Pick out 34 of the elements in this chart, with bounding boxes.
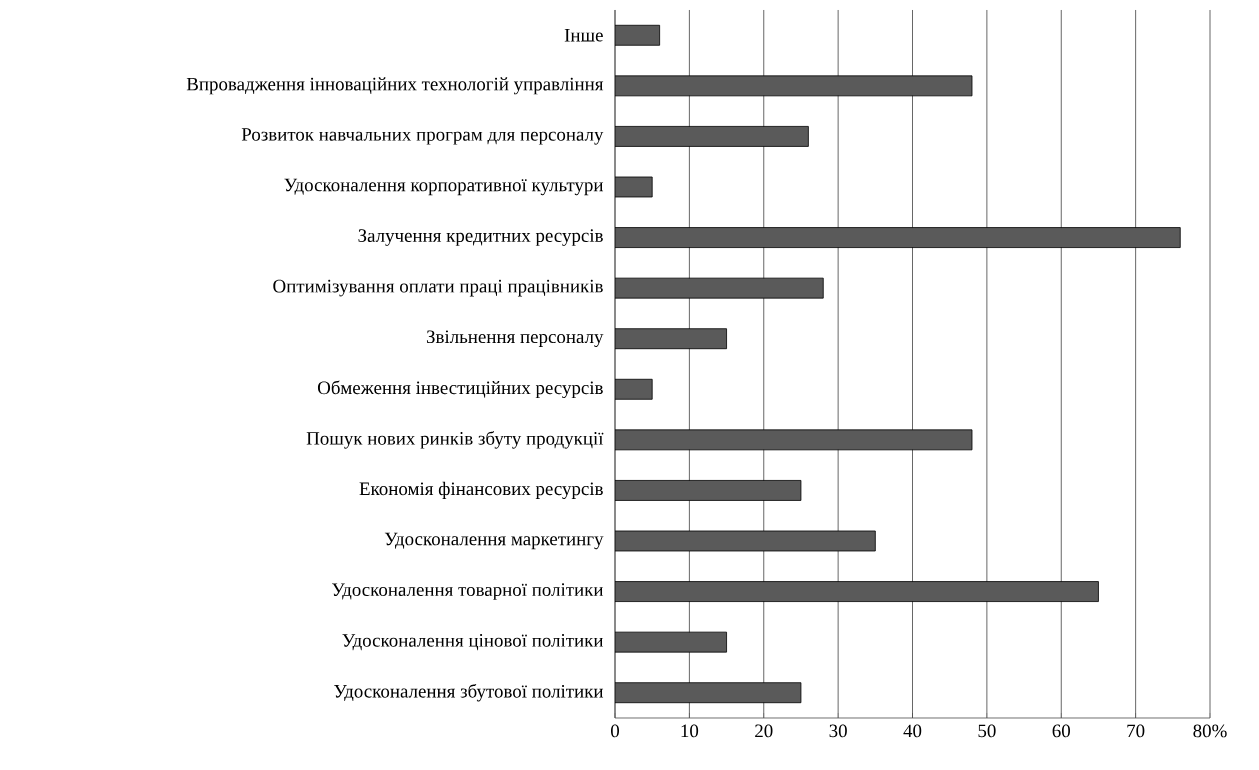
y-tick-label: Удосконалення збутової політики bbox=[334, 683, 604, 702]
bar bbox=[615, 75, 973, 97]
x-tick-label: 30 bbox=[829, 724, 847, 738]
y-tick-label: Удосконалення цінової політики bbox=[342, 634, 604, 651]
y-tick-label: Обмеження інвестиційних ресурсів bbox=[317, 380, 603, 399]
y-tick-label: Звільнення персоналу bbox=[426, 330, 604, 348]
bar bbox=[615, 480, 802, 501]
y-tick-label: Залучення кредитних ресурсів bbox=[358, 229, 603, 246]
y-tick-label: Удосконалення маркетингу bbox=[384, 532, 604, 550]
y-tick-label: Удосконалення товарної політики bbox=[332, 583, 604, 600]
bar bbox=[615, 126, 809, 147]
y-tick-label: Оптимізування оплати праці працівників bbox=[273, 279, 603, 297]
x-tick-label: 50 bbox=[978, 724, 996, 738]
bar bbox=[615, 530, 876, 552]
x-tick-label: 20 bbox=[755, 724, 773, 738]
y-tick-label: Розвиток навчальних програм для персоналу bbox=[241, 128, 604, 145]
bar bbox=[615, 682, 802, 704]
x-tick-label: 40 bbox=[903, 724, 922, 738]
bar bbox=[615, 24, 661, 46]
y-tick-label: Впровадження інноваційних технологій управління bbox=[186, 77, 604, 95]
bar bbox=[615, 429, 973, 451]
bar bbox=[615, 581, 1099, 602]
x-tick-label: 0 bbox=[610, 724, 620, 738]
y-tick-label: Економія фінансових ресурсів bbox=[359, 481, 603, 500]
x-tick-label: 10 bbox=[681, 724, 699, 738]
x-tick-label: 80% bbox=[1193, 724, 1227, 738]
x-tick-label: 60 bbox=[1052, 724, 1070, 738]
y-tick-label: Удосконалення корпоративної культури bbox=[284, 178, 604, 196]
y-tick-label: Пошук нових ринків збуту продукції bbox=[306, 431, 604, 449]
bar bbox=[615, 328, 727, 350]
y-tick-label: Інше bbox=[564, 28, 603, 42]
x-tick-label: 70 bbox=[1127, 724, 1145, 738]
bar bbox=[615, 378, 653, 400]
bar bbox=[615, 227, 1181, 248]
